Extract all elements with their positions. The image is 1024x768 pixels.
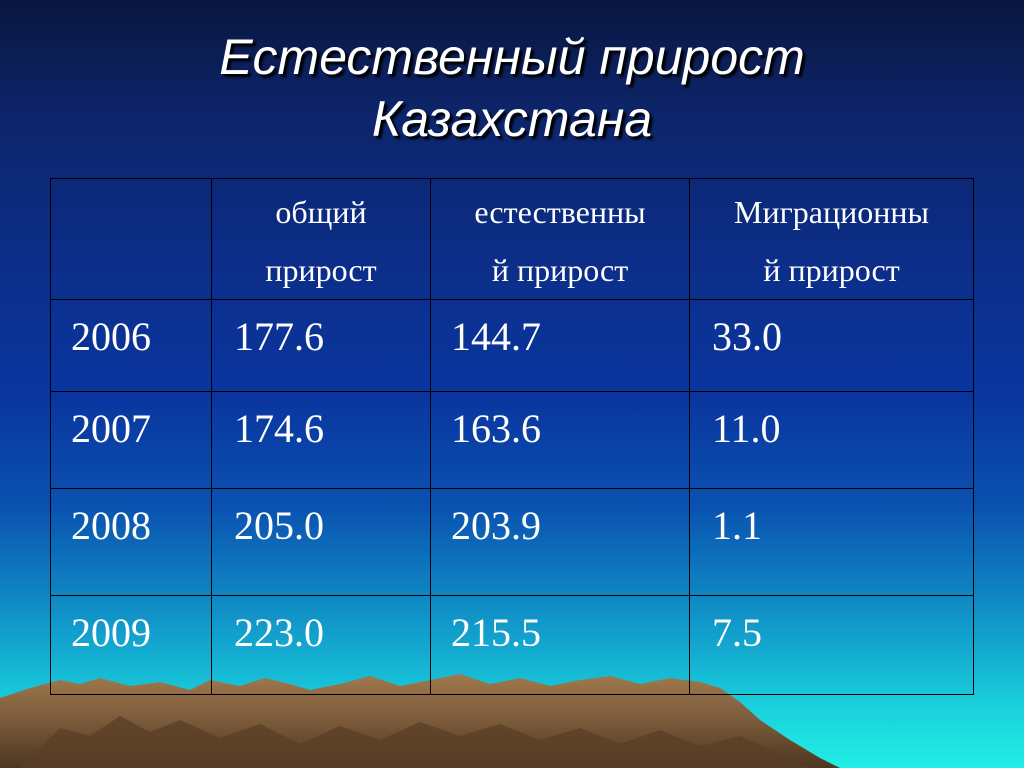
cell-migration: 7.5 — [689, 595, 974, 695]
header-total-growth-line-2: прирост — [265, 252, 377, 288]
table-header-row: общий прирост естественны й прирост Мигр… — [50, 178, 974, 300]
cell-migration: 33.0 — [689, 299, 974, 392]
header-natural-growth-line-2: й прирост — [491, 252, 629, 288]
cell-natural: 144.7 — [430, 299, 690, 392]
table-row: 2006 177.6 144.7 33.0 — [50, 299, 974, 392]
header-natural-growth-line-1: естественны — [474, 194, 646, 230]
cell-natural: 215.5 — [430, 595, 690, 695]
slide-title-line-1: Естественный прирост — [219, 29, 805, 85]
slide-title-line-2: Казахстана — [371, 91, 653, 147]
cell-natural: 163.6 — [430, 391, 690, 489]
header-total-growth-line-1: общий — [275, 194, 367, 230]
population-growth-table: общий прирост естественны й прирост Мигр… — [50, 178, 974, 695]
header-year — [50, 178, 212, 300]
header-migration-growth-line-2: й прирост — [763, 252, 900, 288]
table-row: 2007 174.6 163.6 11.0 — [50, 391, 974, 489]
header-total-growth: общий прирост — [211, 178, 431, 300]
cell-migration: 1.1 — [689, 488, 974, 596]
slide-title: Естественный прирост Казахстана — [0, 26, 1024, 150]
cell-year: 2007 — [50, 391, 212, 489]
cell-year: 2008 — [50, 488, 212, 596]
header-migration-growth: Миграционны й прирост — [689, 178, 974, 300]
cell-year: 2009 — [50, 595, 212, 695]
cell-total: 223.0 — [211, 595, 431, 695]
table-row: 2009 223.0 215.5 7.5 — [50, 595, 974, 695]
cell-migration: 11.0 — [689, 391, 974, 489]
table-row: 2008 205.0 203.9 1.1 — [50, 488, 974, 596]
cell-total: 177.6 — [211, 299, 431, 392]
cell-total: 174.6 — [211, 391, 431, 489]
mountain-range-graphic — [0, 674, 840, 768]
cell-natural: 203.9 — [430, 488, 690, 596]
header-natural-growth: естественны й прирост — [430, 178, 690, 300]
header-migration-growth-line-1: Миграционны — [734, 194, 929, 230]
cell-total: 205.0 — [211, 488, 431, 596]
cell-year: 2006 — [50, 299, 212, 392]
